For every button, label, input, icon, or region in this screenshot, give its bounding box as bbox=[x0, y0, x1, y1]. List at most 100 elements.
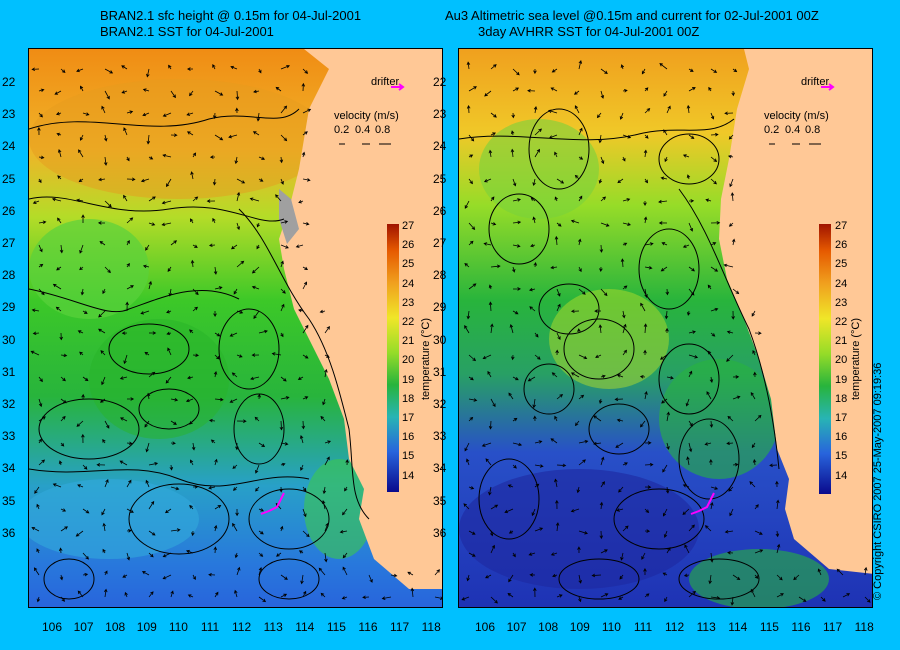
velocity-arrow bbox=[165, 376, 172, 384]
velocity-arrow bbox=[686, 104, 691, 114]
velocity-arrow bbox=[38, 155, 45, 160]
copyright-text: © Copyright CSIRO 2007 25-May-2007 09:19… bbox=[872, 362, 884, 600]
velocity-arrow bbox=[60, 442, 65, 447]
velocity-arrow bbox=[622, 134, 632, 139]
velocity-arrow bbox=[148, 156, 154, 160]
velocity-arrow bbox=[55, 306, 62, 312]
velocity-arrow bbox=[168, 288, 173, 297]
velocity-arrow bbox=[512, 310, 519, 315]
velocity-arrow bbox=[302, 508, 307, 518]
velocity-arrow bbox=[555, 349, 559, 356]
velocity-arrow bbox=[723, 263, 734, 268]
velocity-arrow bbox=[324, 354, 330, 358]
velocity-arrow bbox=[730, 192, 735, 202]
latitude-label-28: 28 bbox=[433, 268, 447, 283]
velocity-arrow bbox=[148, 552, 154, 558]
velocity-arrow bbox=[300, 574, 304, 585]
velocity-arrow bbox=[556, 332, 561, 341]
velocity-arrow bbox=[38, 88, 45, 93]
velocity-arrow bbox=[318, 567, 326, 576]
velocity-arrow bbox=[214, 397, 224, 402]
velocity-arrow bbox=[660, 266, 668, 272]
velocity-arrow bbox=[710, 307, 719, 312]
velocity-arrow bbox=[510, 148, 515, 158]
velocity-arrow bbox=[665, 288, 670, 296]
velocity-arrow bbox=[573, 90, 580, 95]
velocity-arrow bbox=[485, 574, 492, 579]
velocity-arrow bbox=[189, 504, 194, 510]
velocity-arrow bbox=[576, 486, 581, 494]
velocity-arrow bbox=[186, 131, 194, 136]
velocity-arrow bbox=[102, 548, 106, 554]
velocity-arrow bbox=[600, 481, 605, 488]
velocity-arrow bbox=[682, 484, 690, 488]
velocity-arrow bbox=[661, 398, 668, 404]
velocity-arrow bbox=[512, 178, 517, 187]
velocity-arrow bbox=[595, 354, 602, 359]
longitude-label-116: 116 bbox=[358, 620, 378, 634]
velocity-arrow bbox=[162, 552, 172, 558]
velocity-arrow bbox=[321, 500, 326, 510]
velocity-arrow bbox=[38, 376, 43, 383]
velocity-arrow bbox=[170, 240, 178, 246]
velocity-arrow bbox=[507, 592, 514, 598]
velocity-arrow bbox=[710, 486, 719, 490]
velocity-arrow bbox=[104, 420, 110, 429]
velocity-arrow bbox=[255, 486, 260, 492]
longitude-label-115: 115 bbox=[759, 620, 779, 634]
velocity-arrow bbox=[754, 504, 759, 510]
velocity-arrow bbox=[710, 112, 715, 120]
velocity-arrow bbox=[490, 398, 496, 408]
velocity-arrow bbox=[578, 596, 582, 603]
velocity-arrow bbox=[578, 156, 584, 160]
velocity-arrow bbox=[235, 107, 239, 114]
colorbar-tick-16: 16 bbox=[402, 431, 415, 444]
velocity-arrow bbox=[280, 244, 289, 249]
velocity-arrow bbox=[58, 547, 63, 554]
velocity-arrow bbox=[578, 574, 582, 584]
velocity-arrow bbox=[710, 596, 721, 600]
velocity-arrow bbox=[463, 503, 470, 510]
velocity-arrow bbox=[236, 354, 243, 358]
velocity-arrow bbox=[297, 376, 304, 380]
velocity-arrow bbox=[507, 484, 514, 488]
velocity-arrow bbox=[76, 68, 84, 73]
velocity-arrow bbox=[490, 132, 496, 136]
velocity-arrow bbox=[256, 112, 261, 122]
left-drifter-label: drifter bbox=[371, 76, 399, 88]
velocity-arrow bbox=[126, 552, 131, 561]
velocity-arrow bbox=[280, 332, 284, 338]
velocity-arrow bbox=[407, 571, 414, 576]
velocity-arrow bbox=[322, 398, 326, 406]
velocity-arrow bbox=[187, 594, 194, 598]
velocity-arrow bbox=[640, 302, 646, 312]
velocity-arrow bbox=[144, 420, 150, 428]
velocity-arrow bbox=[615, 442, 624, 448]
velocity-arrow bbox=[550, 438, 558, 444]
velocity-arrow bbox=[578, 195, 583, 202]
velocity-arrow bbox=[512, 220, 522, 225]
velocity-arrow bbox=[280, 134, 288, 142]
velocity-arrow bbox=[126, 285, 134, 290]
velocity-arrow bbox=[688, 222, 694, 232]
velocity-arrow bbox=[554, 415, 558, 422]
latitude-label-26: 26 bbox=[433, 203, 447, 218]
velocity-arrow bbox=[570, 372, 580, 378]
velocity-arrow bbox=[104, 479, 109, 488]
velocity-arrow bbox=[57, 175, 62, 180]
right-land bbox=[719, 49, 872, 574]
latitude-label-30: 30 bbox=[2, 332, 16, 347]
velocity-arrow bbox=[578, 127, 583, 136]
colorbar-tick-23: 23 bbox=[835, 296, 848, 309]
velocity-arrow bbox=[731, 90, 735, 97]
velocity-arrow bbox=[684, 544, 690, 554]
left-colorbar bbox=[387, 224, 399, 492]
velocity-arrow bbox=[280, 64, 290, 70]
latitude-label-33: 33 bbox=[433, 429, 447, 444]
velocity-arrow bbox=[710, 552, 714, 563]
velocity-arrow bbox=[324, 440, 332, 444]
velocity-arrow bbox=[79, 134, 84, 141]
velocity-arrow bbox=[728, 486, 734, 492]
velocity-arrow bbox=[710, 266, 719, 272]
velocity-arrow bbox=[488, 420, 493, 430]
